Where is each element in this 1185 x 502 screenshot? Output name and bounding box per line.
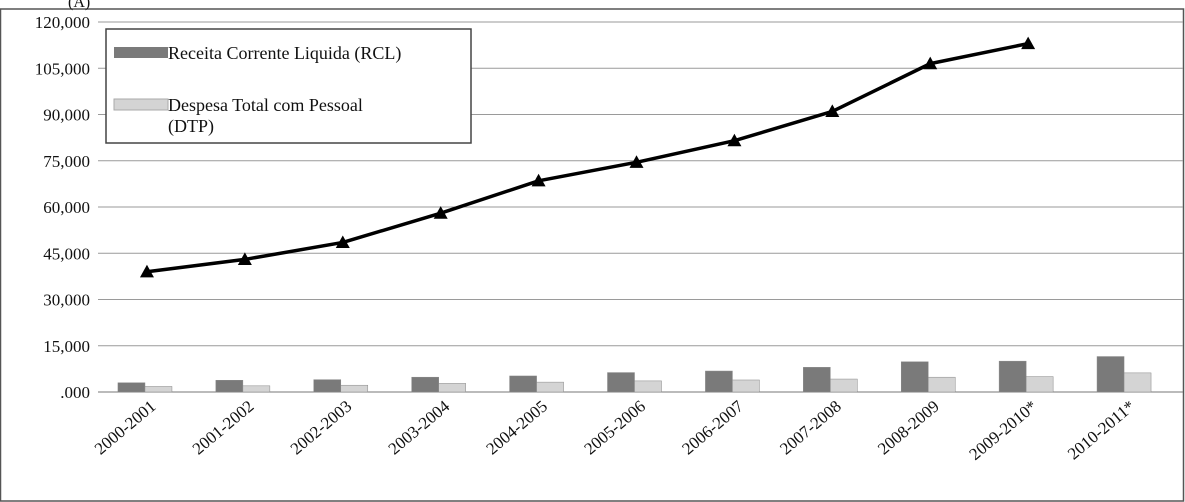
bar-dtp <box>830 378 858 393</box>
x-tick-label: 2009-2010* <box>966 397 1041 464</box>
bars <box>117 356 1152 393</box>
y-tick-label: .000 <box>60 383 90 402</box>
line-marker-triangle <box>335 235 350 249</box>
line-marker-triangle <box>531 173 546 187</box>
y-tick-label: 30,000 <box>43 291 90 310</box>
bar-rcl <box>117 382 146 393</box>
bar-rcl <box>1096 356 1125 393</box>
bar-rcl <box>998 360 1027 393</box>
line-marker-triangle <box>139 264 154 278</box>
x-axis-ticks: 2000-2001 2001-2002 2002-2003 2003-2004 2004… <box>91 396 1139 464</box>
chart-frame <box>0 8 1185 502</box>
y-tick-label: 60,000 <box>43 198 90 217</box>
y-tick-label: 15,000 <box>43 337 90 356</box>
line-marker-triangle <box>825 104 840 118</box>
bar-dtp <box>1123 372 1152 393</box>
y-tick-label: 120,000 <box>35 13 90 32</box>
bar-dtp <box>536 381 564 393</box>
line-series <box>139 36 1036 278</box>
x-tick-label: 2002-2003 <box>287 397 356 459</box>
figure-label: (A) <box>68 0 90 11</box>
bar-dtp <box>732 379 760 393</box>
y-tick-label: 105,000 <box>35 59 90 78</box>
x-tick-label: 2004-2005 <box>483 397 552 459</box>
bar-dtp <box>634 380 662 393</box>
bar-dtp <box>1025 376 1054 393</box>
x-tick-label: 2007-2008 <box>776 397 845 459</box>
y-axis-ticks: .000 15,000 30,000 45,000 60,000 75,000 90,000… <box>35 13 90 402</box>
bar-rcl <box>900 361 929 393</box>
x-tick-label: 2008-2009 <box>874 397 943 459</box>
x-tick-label: 2010-2011* <box>1064 397 1139 464</box>
legend-label-dtp-line1: Despesa Total com Pessoal <box>168 95 363 115</box>
bar-dtp <box>144 386 173 393</box>
x-tick-label: 2001-2002 <box>189 397 258 459</box>
y-tick-label: 90,000 <box>43 106 90 125</box>
x-tick-label: 2003-2004 <box>385 396 454 458</box>
legend-swatch-rcl <box>114 47 168 58</box>
legend-label-rcl: Receita Corrente Liquida (RCL) <box>168 43 401 64</box>
y-tick-label: 75,000 <box>43 152 90 171</box>
bar-rcl <box>607 372 635 393</box>
bar-rcl <box>705 370 733 393</box>
bar-dtp <box>438 383 466 393</box>
line-marker-triangle <box>237 252 252 266</box>
line-marker-triangle <box>629 155 644 168</box>
bar-rcl <box>803 367 831 393</box>
bar-dtp <box>927 376 956 393</box>
bar-rcl <box>509 375 537 393</box>
x-tick-label: 2005-2006 <box>580 397 649 459</box>
legend-swatch-dtp <box>113 98 169 111</box>
legend-label-dtp: Despesa Total com Pessoal (DTP) <box>168 95 367 137</box>
bar-rcl <box>215 380 244 393</box>
line-marker-triangle <box>433 206 448 219</box>
line-marker-triangle <box>727 133 742 147</box>
legend: Receita Corrente Liquida (RCL) Despesa T… <box>105 28 472 144</box>
bar-rcl <box>313 379 342 393</box>
y-tick-label: 45,000 <box>43 244 90 263</box>
line-marker-triangle <box>1021 36 1036 50</box>
line-marker-triangle <box>923 56 938 70</box>
bar-dtp <box>242 385 271 393</box>
bar-dtp <box>340 384 369 393</box>
x-tick-label: 2006-2007 <box>678 396 747 458</box>
x-tick-label: 2000-2001 <box>91 397 160 459</box>
bar-rcl <box>411 376 439 393</box>
line-path <box>146 41 1029 274</box>
legend-label-dtp-line2: (DTP) <box>168 116 214 137</box>
